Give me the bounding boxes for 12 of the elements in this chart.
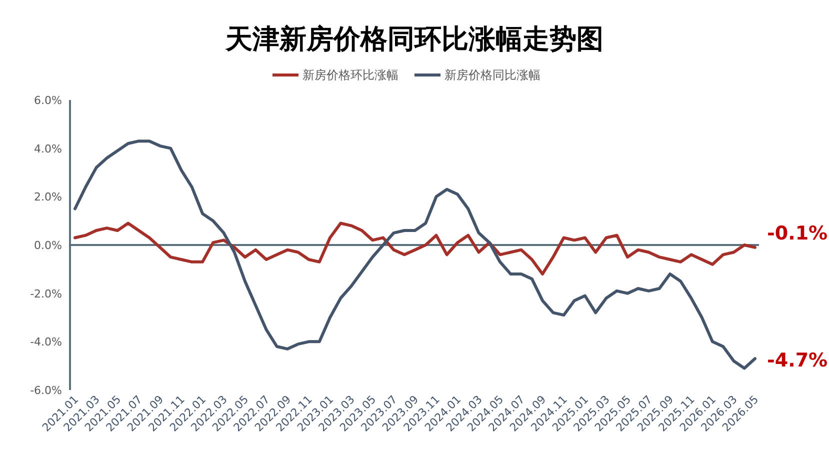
y-tick-label: 0.0% <box>34 239 62 252</box>
legend-label: 新房价格环比涨幅 <box>302 68 398 82</box>
annotation: -4.7% <box>767 350 828 372</box>
y-tick-label: 4.0% <box>34 142 62 156</box>
y-tick-label: -4.0% <box>30 336 62 349</box>
legend-label: 新房价格同比涨幅 <box>444 68 540 82</box>
y-tick-label: 2.0% <box>34 190 62 204</box>
y-tick-label: -2.0% <box>30 287 62 300</box>
chart-title: 天津新房价格同环比涨幅走势图 <box>224 24 604 55</box>
y-tick-label: -6.0% <box>30 384 62 397</box>
annotation: -0.1% <box>767 222 828 244</box>
y-tick-label: 6.0% <box>34 94 62 107</box>
